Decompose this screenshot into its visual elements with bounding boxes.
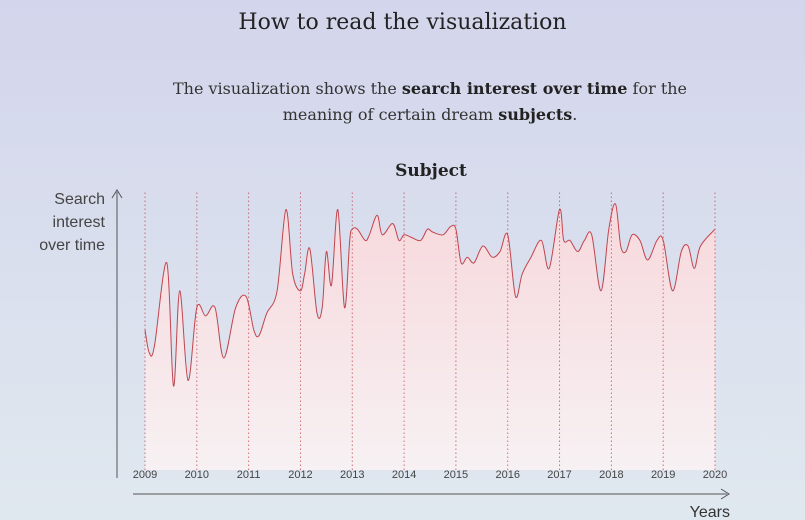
y-axis-label-line: over time — [39, 237, 105, 254]
x-tick-label: 2017 — [547, 469, 571, 481]
y-axis-arrow — [111, 189, 123, 199]
description-highlight: subjects — [498, 105, 573, 124]
page-heading: How to read the visualization — [238, 10, 567, 35]
y-axis-label-line: interest — [53, 214, 106, 231]
x-tick-label: 2013 — [340, 469, 364, 481]
y-axis-label-line: Search — [54, 191, 105, 208]
y-axis-label: Search interest over time — [39, 191, 105, 254]
x-tick-label: 2010 — [185, 469, 209, 481]
x-tick-label: 2020 — [703, 469, 727, 481]
description: The visualization shows the search inter… — [150, 76, 710, 128]
area-fill — [145, 203, 715, 470]
x-axis-arrow — [720, 488, 730, 500]
x-tick-label: 2011 — [237, 469, 261, 481]
description-text: for the meaning of certain dream — [282, 79, 688, 124]
x-tick-label: 2015 — [444, 469, 468, 481]
description-highlight: search interest over time — [401, 79, 628, 98]
description-text: The visualization shows the — [172, 79, 402, 98]
chart-title: Subject — [395, 161, 467, 181]
x-tick-label: 2016 — [495, 469, 519, 481]
x-tick-label: 2012 — [288, 469, 312, 481]
description-text: . — [572, 105, 578, 124]
series-line — [144, 203, 716, 387]
x-tick-label: 2019 — [651, 469, 675, 481]
x-tick-label: 2009 — [133, 469, 157, 481]
x-tick-label: 2018 — [599, 469, 623, 481]
x-tick-label: 2014 — [392, 469, 416, 481]
x-axis-label: Years — [690, 504, 730, 520]
